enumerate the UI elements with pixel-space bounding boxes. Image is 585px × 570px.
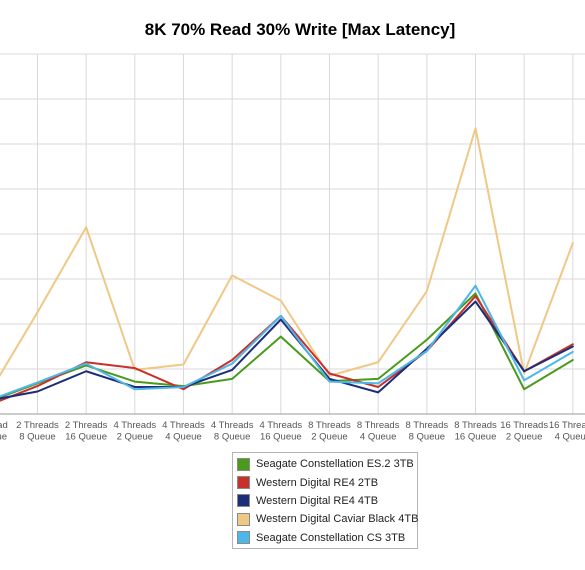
x-tick-label-line: 4 Threads <box>162 420 205 431</box>
x-tick-label-line: 2 Queue <box>506 432 542 443</box>
legend-item: Seagate Constellation ES.2 3TB <box>233 455 417 473</box>
x-tick-label: 8 Threads 2 Queue <box>308 420 351 443</box>
series-line-4 <box>0 284 574 398</box>
x-tick-label: 4 Threads 4 Queue <box>162 420 205 443</box>
x-tick-label-line: 8 Queue <box>19 432 55 443</box>
x-tick-label-line: 16 Threads <box>549 420 585 431</box>
x-tick-label-line: 8 Threads <box>308 420 351 431</box>
series-line-2 <box>0 300 574 400</box>
chart-legend: Seagate Constellation ES.2 3TB Western Di… <box>232 452 418 549</box>
x-tick-label-line: 8 Threads <box>454 420 497 431</box>
x-tick-label-line: 16 Queue <box>260 432 302 443</box>
x-tick-label: 2 Threads 8 Queue <box>16 420 59 443</box>
x-tick-label: 16 Threads 2 Queue <box>500 420 548 443</box>
x-tick-label-line: 8 Threads <box>406 420 449 431</box>
series-line-0 <box>0 292 574 399</box>
x-tick-label-line: 2 Threads <box>65 420 108 431</box>
x-tick-label-line: 4 Queue <box>165 432 201 443</box>
x-tick-label-line: 2 Queue <box>117 432 153 443</box>
x-tick-label-line: 16 Queue <box>455 432 497 443</box>
plot-series <box>0 127 574 402</box>
legend-label: Western Digital RE4 4TB <box>256 494 379 507</box>
x-tick-label-line: 2 Queue <box>311 432 347 443</box>
legend-swatch <box>237 476 250 490</box>
legend-swatch <box>237 457 250 471</box>
legend-swatch <box>237 494 250 508</box>
x-tick-label-line: 4 Threads <box>260 420 303 431</box>
x-tick-label-line: 4 Queue <box>555 432 585 443</box>
x-tick-label: 8 Threads 4 Queue <box>357 420 400 443</box>
x-tick-label: 4 Threads 8 Queue <box>211 420 254 443</box>
x-tick-label-line: 4 Threads <box>114 420 157 431</box>
x-tick-label-line: 1 Queue <box>0 432 7 443</box>
x-tick-label-line: 8 Queue <box>409 432 445 443</box>
legend-item: Seagate Constellation CS 3TB <box>233 529 417 547</box>
x-tick-label: 8 Threads 8 Queue <box>406 420 449 443</box>
legend-label: Seagate Constellation CS 3TB <box>256 531 406 544</box>
x-tick-label: 8 Threads 16 Queue <box>454 420 497 443</box>
legend-swatch <box>237 531 250 545</box>
legend-swatch <box>237 512 250 526</box>
chart-title: 8K 70% Read 30% Write [Max Latency] <box>145 20 456 39</box>
series-line-3 <box>0 127 574 377</box>
x-tick-label-line: 8 Queue <box>214 432 250 443</box>
x-tick-label-line: 16 Threads <box>500 420 548 431</box>
legend-label: Seagate Constellation ES.2 3TB <box>256 458 414 471</box>
x-tick-label-line: 2 Threads <box>16 420 59 431</box>
plot-grid <box>0 53 585 415</box>
x-tick-label: 1 Thread1 Queue <box>0 420 8 443</box>
legend-label: Western Digital RE4 2TB <box>256 476 379 489</box>
legend-item: Western Digital RE4 2TB <box>233 473 417 491</box>
x-tick-label: 2 Threads 16 Queue <box>65 420 108 443</box>
x-tick-label-line: 4 Threads <box>211 420 254 431</box>
x-tick-label-line: 8 Threads <box>357 420 400 431</box>
x-tick-label: 4 Threads 16 Queue <box>260 420 303 443</box>
legend-label: Western Digital Caviar Black 4TB <box>256 513 419 526</box>
x-tick-label: 4 Threads 2 Queue <box>114 420 157 443</box>
legend-item: Western Digital RE4 4TB <box>233 492 417 510</box>
x-tick-label-line: 16 Queue <box>65 432 107 443</box>
x-tick-label-line: 1 Thread <box>0 420 8 431</box>
x-tick-label-line: 4 Queue <box>360 432 396 443</box>
legend-item: Western Digital Caviar Black 4TB <box>233 510 419 528</box>
